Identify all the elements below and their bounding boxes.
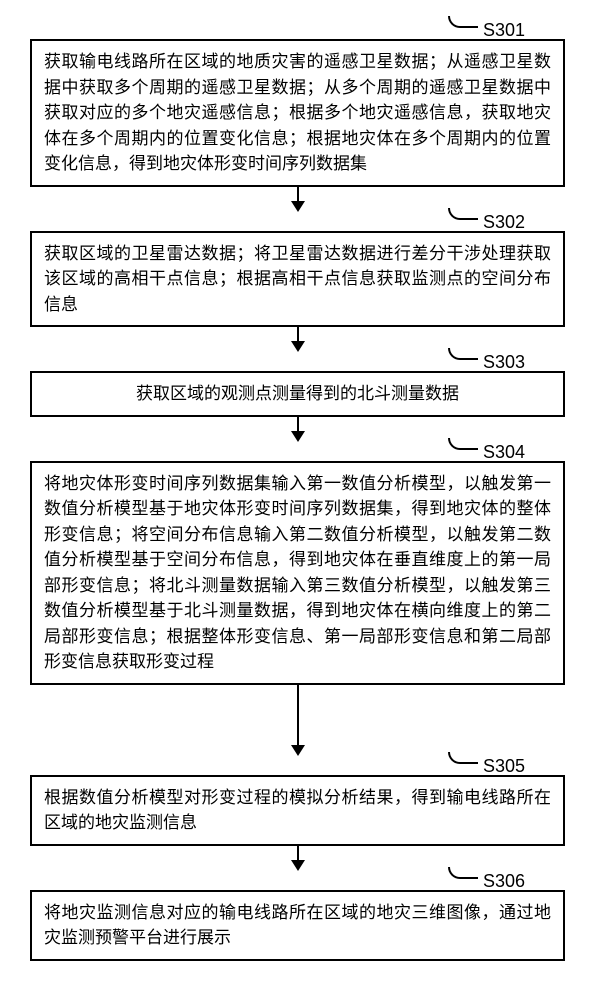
step-s301: S301 获取输电线路所在区域的地质灾害的遥感卫星数据；从遥感卫星数据中获取多个… — [30, 20, 565, 187]
arrow — [291, 417, 305, 442]
step-box-s306: 将地灾监测信息对应的输电线路所在区域的地灾三维图像，通过地灾监测预警平台进行展示 — [30, 890, 565, 961]
arrow-head — [291, 341, 305, 352]
label-row: S303 — [30, 352, 565, 373]
curve-connector — [448, 208, 478, 220]
label-text: S302 — [483, 212, 525, 232]
label-row: S302 — [30, 212, 565, 233]
arrow-line — [297, 846, 299, 860]
arrow — [291, 187, 305, 212]
arrow-line — [297, 685, 299, 745]
arrow-line — [297, 327, 299, 341]
arrow — [291, 685, 305, 756]
label-text: S306 — [483, 871, 525, 891]
label-text: S301 — [483, 20, 525, 40]
label-text: S303 — [483, 352, 525, 372]
step-box-s305: 根据数值分析模型对形变过程的模拟分析结果，得到输电线路所在区域的地灾监测信息 — [30, 775, 565, 846]
step-label-s303: S303 — [448, 352, 525, 373]
arrow — [291, 327, 305, 352]
arrow — [291, 846, 305, 871]
step-label-s301: S301 — [448, 20, 525, 41]
arrow-line — [297, 187, 299, 201]
label-row: S305 — [30, 756, 565, 777]
step-s304: S304 将地灾体形变时间序列数据集输入第一数值分析模型，以触发第一数值分析模型… — [30, 442, 565, 685]
step-s302: S302 获取区域的卫星雷达数据；将卫星雷达数据进行差分干涉处理获取该区域的高相… — [30, 212, 565, 328]
arrow-line — [297, 417, 299, 431]
step-label-s304: S304 — [448, 442, 525, 463]
arrow-head — [291, 745, 305, 756]
step-box-s303: 获取区域的观测点测量得到的北斗测量数据 — [30, 371, 565, 417]
step-box-s301: 获取输电线路所在区域的地质灾害的遥感卫星数据；从遥感卫星数据中获取多个周期的遥感… — [30, 39, 565, 187]
step-label-s306: S306 — [448, 871, 525, 892]
step-box-s302: 获取区域的卫星雷达数据；将卫星雷达数据进行差分干涉处理获取该区域的高相干点信息；… — [30, 231, 565, 328]
label-text: S304 — [483, 442, 525, 462]
curve-connector — [448, 867, 478, 879]
curve-connector — [448, 438, 478, 450]
label-row: S301 — [30, 20, 565, 41]
curve-connector — [448, 16, 478, 28]
flowchart-container: S301 获取输电线路所在区域的地质灾害的遥感卫星数据；从遥感卫星数据中获取多个… — [30, 20, 565, 961]
step-box-s304: 将地灾体形变时间序列数据集输入第一数值分析模型，以触发第一数值分析模型基于地灾体… — [30, 461, 565, 685]
label-row: S304 — [30, 442, 565, 463]
step-s303: S303 获取区域的观测点测量得到的北斗测量数据 — [30, 352, 565, 417]
arrow-head — [291, 201, 305, 212]
label-text: S305 — [483, 756, 525, 776]
step-s306: S306 将地灾监测信息对应的输电线路所在区域的地灾三维图像，通过地灾监测预警平… — [30, 871, 565, 961]
step-s305: S305 根据数值分析模型对形变过程的模拟分析结果，得到输电线路所在区域的地灾监… — [30, 756, 565, 846]
arrow-head — [291, 860, 305, 871]
curve-connector — [448, 348, 478, 360]
step-label-s305: S305 — [448, 756, 525, 777]
label-row: S306 — [30, 871, 565, 892]
curve-connector — [448, 752, 478, 764]
step-label-s302: S302 — [448, 212, 525, 233]
arrow-head — [291, 431, 305, 442]
